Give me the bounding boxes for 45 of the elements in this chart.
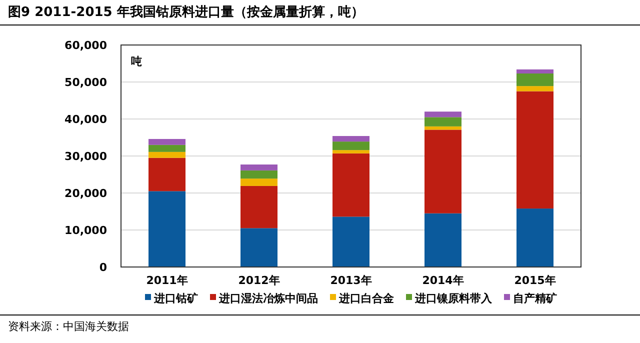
bar [148, 144, 186, 152]
y-tick-label: 60,000 [64, 39, 108, 52]
y-tick-label: 10,000 [64, 224, 108, 237]
bar [332, 216, 370, 267]
bar [148, 158, 186, 192]
bar [240, 178, 278, 186]
legend-label: 自产精矿 [513, 292, 557, 305]
bar [148, 152, 186, 158]
chart-title: 图9 2011-2015 年我国钴原料进口量（按金属量折算，吨） [8, 4, 364, 20]
bar [240, 164, 278, 170]
bar [148, 138, 186, 145]
bar [516, 73, 554, 86]
x-tick-label: 2011年 [146, 274, 188, 287]
legend-label: 进口钴矿 [153, 292, 198, 305]
bar [516, 91, 554, 209]
x-tick-label: 2013年 [330, 274, 372, 287]
bar [424, 130, 462, 214]
x-tick-label: 2014年 [422, 274, 464, 287]
bar [332, 153, 370, 217]
y-tick-label: 40,000 [64, 113, 108, 126]
bar [240, 186, 278, 228]
text: 资料来源：中国海关数据 [8, 320, 129, 333]
x-tick-label: 2012年 [238, 274, 280, 287]
bar [332, 136, 370, 142]
bar [240, 228, 278, 267]
bar [516, 86, 554, 92]
bar [424, 112, 462, 118]
bar [148, 191, 186, 267]
x-tick-label: 2015年 [514, 274, 556, 287]
bar [332, 142, 370, 150]
legend-label: 进口湿法冶炼中间品 [218, 292, 318, 305]
y-tick-label: 20,000 [64, 187, 108, 200]
legend-label: 进口镍原料带入 [414, 292, 493, 305]
bar [424, 117, 462, 126]
bar [424, 213, 462, 267]
bar [240, 170, 278, 179]
y-tick-label: 0 [99, 261, 108, 274]
bar [332, 150, 370, 154]
y-axis-title: 吨 [131, 55, 142, 68]
bar [516, 208, 554, 267]
bar [516, 69, 554, 74]
bar [424, 126, 462, 130]
y-tick-label: 50,000 [64, 76, 108, 89]
legend-label: 进口白合金 [338, 292, 395, 305]
y-tick-label: 30,000 [64, 150, 108, 163]
